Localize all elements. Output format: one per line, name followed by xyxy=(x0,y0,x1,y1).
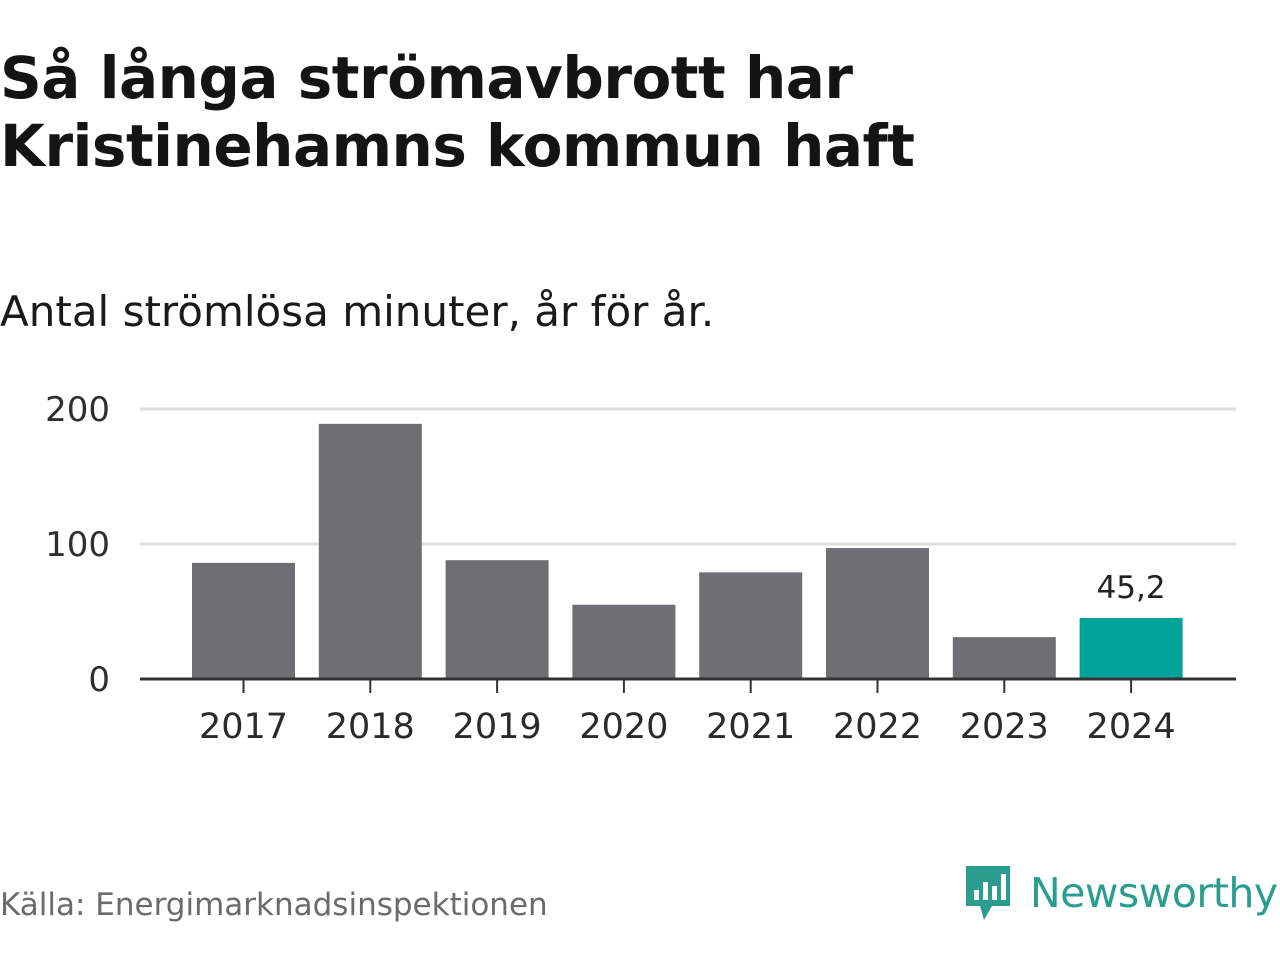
x-tick-label: 2021 xyxy=(706,707,795,747)
bar-2020 xyxy=(572,604,676,679)
y-tick-label: 0 xyxy=(88,660,110,700)
chart-subtitle: Antal strömlösa minuter, år för år. xyxy=(0,287,715,336)
x-tick-label: 2017 xyxy=(199,707,288,747)
y-tick-label: 100 xyxy=(45,525,110,565)
newsworthy-logo: Newsworthy xyxy=(962,862,1278,924)
x-tick-label: 2019 xyxy=(453,707,542,747)
brand-name: Newsworthy xyxy=(1030,869,1278,917)
bar-2023 xyxy=(952,637,1056,679)
source-note: Källa: Energimarknadsinspektionen xyxy=(0,887,548,923)
data-label-2024: 45,2 xyxy=(1097,570,1166,606)
x-tick-label: 2022 xyxy=(833,707,922,747)
x-tick-label: 2023 xyxy=(960,707,1049,747)
bar-2019 xyxy=(445,560,549,679)
bar-chart: 0 100 200 2017 2018 2019 2020 2021 2022 2023 2024 4… xyxy=(45,390,1236,747)
bar-2022 xyxy=(826,548,929,679)
bar-2018 xyxy=(318,423,422,679)
bar-2017 xyxy=(192,562,295,679)
chart-title: Så långa strömavbrott har Kristinehamns … xyxy=(0,44,915,180)
bar-2021 xyxy=(699,572,803,679)
newsworthy-logo-icon xyxy=(966,866,1010,920)
x-tick-label: 2018 xyxy=(326,707,415,747)
y-tick-label: 200 xyxy=(45,390,110,430)
bar-2024 xyxy=(1079,617,1183,679)
x-tick-label: 2024 xyxy=(1087,707,1176,747)
x-tick-label: 2020 xyxy=(579,707,668,747)
